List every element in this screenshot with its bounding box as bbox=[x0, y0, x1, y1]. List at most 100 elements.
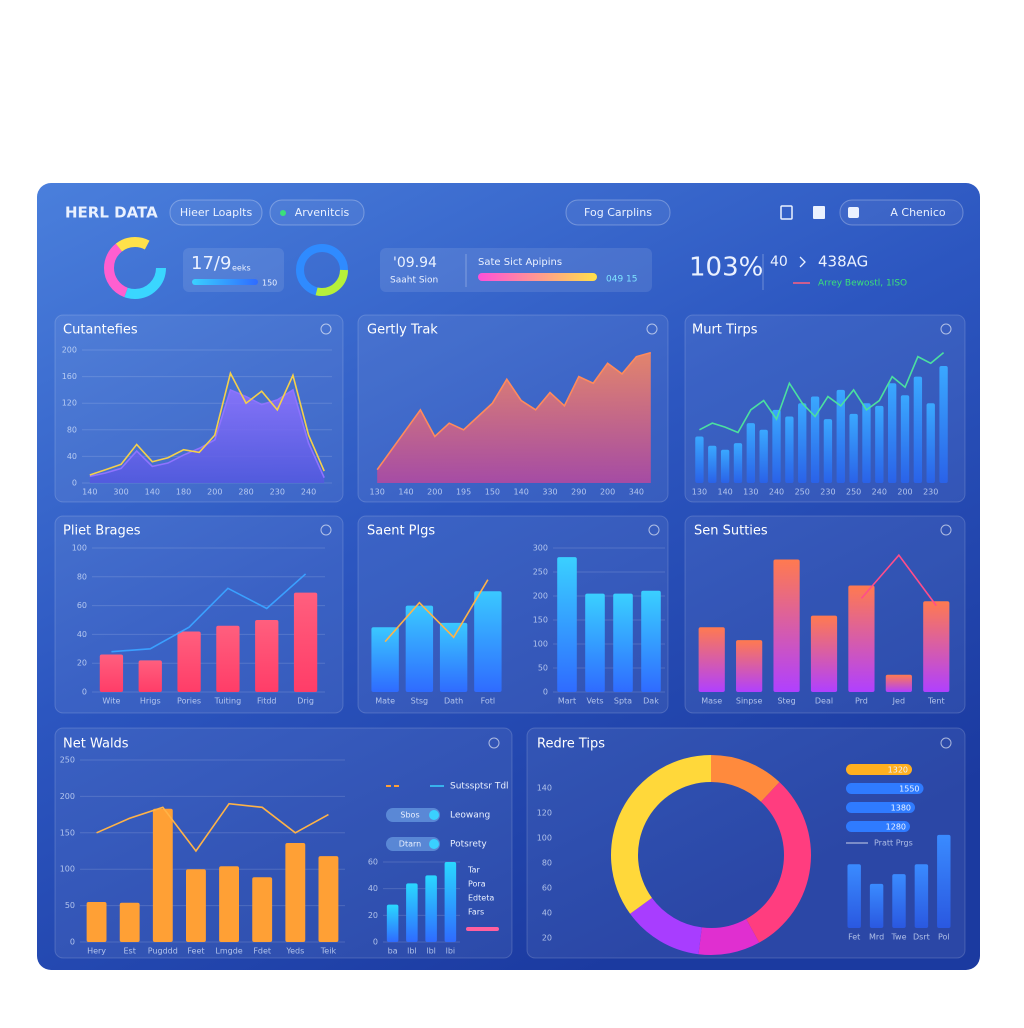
legend-pill bbox=[386, 837, 440, 851]
x-tick-label: 230 bbox=[923, 488, 938, 497]
bar bbox=[875, 405, 884, 483]
y-tick-label: 250 bbox=[60, 756, 75, 765]
y-tick-label: 0 bbox=[70, 938, 75, 947]
legend-label: Leowang bbox=[450, 811, 490, 821]
bar bbox=[810, 615, 838, 692]
x-tick-label: 150 bbox=[485, 488, 500, 497]
axis-label: 100 bbox=[537, 834, 552, 843]
y-tick-label: 200 bbox=[60, 792, 75, 801]
panel-menu[interactable] bbox=[320, 524, 332, 536]
y-tick-label: 60 bbox=[77, 601, 87, 610]
bar bbox=[937, 834, 951, 928]
pie-segment bbox=[630, 897, 702, 955]
compare-b: 438AG bbox=[818, 253, 868, 271]
line bbox=[699, 352, 945, 434]
panel-menu[interactable] bbox=[940, 524, 952, 536]
bar bbox=[785, 416, 794, 483]
user-name[interactable]: A Chenico bbox=[890, 206, 946, 219]
x-tick-label: Yeds bbox=[285, 947, 304, 956]
progress-value: 049 15 bbox=[606, 275, 638, 285]
x-tick-label: 230 bbox=[270, 488, 285, 497]
x-tick-label: Prd bbox=[855, 697, 868, 706]
x-tick-label: 195 bbox=[456, 488, 471, 497]
bar bbox=[285, 842, 306, 942]
bar bbox=[773, 559, 800, 692]
app-title: HERL DATA bbox=[65, 204, 158, 222]
x-tick-label: Twe bbox=[890, 933, 906, 942]
chart-title: Pliet Brages bbox=[63, 524, 141, 539]
kpi-foot: 150 bbox=[262, 279, 277, 288]
icon[interactable] bbox=[780, 205, 793, 220]
x-tick-label: 250 bbox=[795, 488, 810, 497]
panel-menu[interactable] bbox=[940, 323, 952, 335]
search-box[interactable] bbox=[565, 199, 671, 226]
progress-label: Sate Sict Apipins bbox=[478, 257, 562, 268]
y-tick-label: 150 bbox=[533, 616, 548, 625]
chart-title: Net Walds bbox=[63, 737, 129, 752]
x-tick-label: Spta bbox=[614, 697, 632, 706]
hbar bbox=[846, 821, 910, 832]
icon[interactable] bbox=[813, 206, 825, 219]
bar bbox=[939, 365, 948, 483]
bar bbox=[86, 901, 107, 942]
bar bbox=[823, 419, 833, 483]
x-tick-label: Drig bbox=[297, 697, 314, 706]
panel-menu[interactable] bbox=[488, 737, 500, 749]
bar bbox=[869, 883, 884, 928]
axis-label: 80 bbox=[542, 859, 552, 868]
kpi-sub: Saaht Sion bbox=[390, 276, 438, 286]
user-menu[interactable] bbox=[839, 199, 964, 226]
bar bbox=[252, 877, 273, 942]
line bbox=[89, 371, 325, 476]
bar bbox=[914, 864, 929, 928]
progress-bar bbox=[478, 273, 597, 281]
hbar-label: 1380 bbox=[891, 804, 911, 813]
panel-menu[interactable] bbox=[320, 323, 332, 335]
y-tick-label: 60 bbox=[368, 858, 378, 867]
x-tick-label: Fet bbox=[848, 933, 860, 942]
bar bbox=[847, 864, 861, 928]
axis-label: 140 bbox=[537, 784, 552, 793]
chart-title: Redre Tips bbox=[537, 737, 605, 752]
x-tick-label: 240 bbox=[769, 488, 784, 497]
search-label[interactable]: Fog Carplins bbox=[584, 206, 652, 219]
hbar bbox=[846, 802, 915, 813]
status-dot bbox=[280, 210, 286, 216]
kpi-ring bbox=[104, 237, 166, 299]
x-tick-label: Est bbox=[124, 947, 136, 956]
x-tick-label: Deal bbox=[815, 697, 833, 706]
y-tick-label: 50 bbox=[538, 664, 548, 673]
tab[interactable] bbox=[269, 199, 365, 226]
bar bbox=[926, 403, 935, 483]
chart-title: Gertly Trak bbox=[367, 323, 438, 338]
panel-menu[interactable] bbox=[940, 737, 952, 749]
legend-label: Pora bbox=[468, 880, 486, 889]
x-tick-label: 200 bbox=[207, 488, 222, 497]
bar bbox=[698, 627, 725, 692]
y-tick-label: 100 bbox=[72, 544, 87, 553]
x-tick-label: Feet bbox=[187, 947, 204, 956]
panel-menu[interactable] bbox=[646, 323, 658, 335]
x-tick-label: 280 bbox=[238, 488, 253, 497]
area bbox=[377, 352, 651, 483]
legend-label: Fars bbox=[468, 908, 484, 917]
bar bbox=[425, 875, 437, 942]
x-tick-label: Fdet bbox=[253, 947, 271, 956]
x-tick-label: Jed bbox=[892, 697, 905, 706]
tab-label[interactable]: Hieer Loaplts bbox=[180, 206, 253, 219]
x-tick-label: Hrigs bbox=[140, 697, 161, 706]
bar bbox=[641, 590, 661, 692]
chart-title: Cutantefies bbox=[63, 323, 138, 338]
area bbox=[89, 389, 325, 483]
line bbox=[384, 579, 489, 643]
panel-menu[interactable] bbox=[648, 524, 660, 536]
x-tick-label: 200 bbox=[600, 488, 615, 497]
tab[interactable] bbox=[169, 199, 263, 226]
bar bbox=[186, 869, 206, 942]
chart-title: Sen Sutties bbox=[694, 524, 768, 539]
tab-label[interactable]: Arvenitcis bbox=[295, 206, 350, 219]
x-tick-label: 130 bbox=[692, 488, 707, 497]
bar bbox=[849, 413, 858, 483]
x-tick-label: Lmgde bbox=[215, 947, 242, 956]
x-tick-label: lbl bbox=[426, 947, 436, 956]
